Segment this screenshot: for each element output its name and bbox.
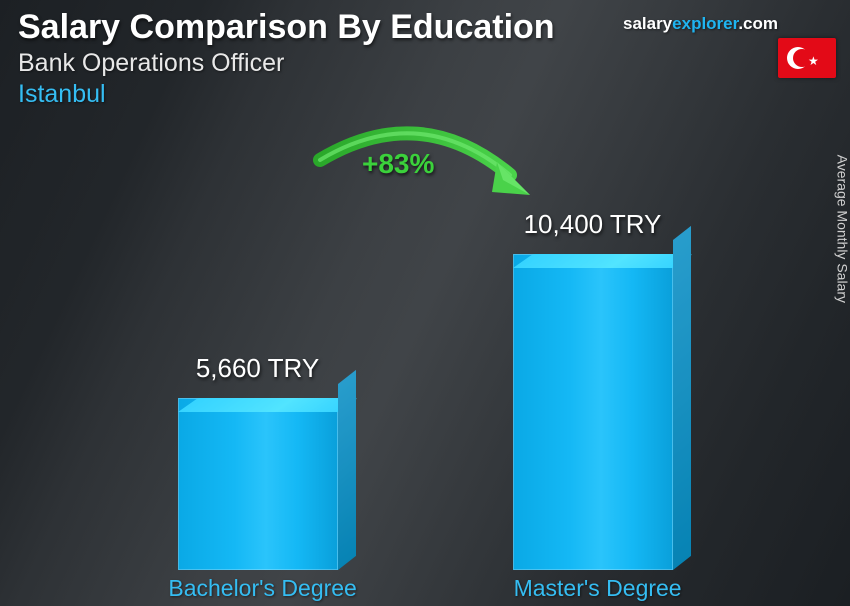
- country-flag-turkey: ★: [778, 38, 836, 78]
- bar-group-bachelors: 5,660 TRY: [178, 353, 338, 570]
- category-label: Master's Degree: [514, 575, 682, 602]
- x-axis-labels: Bachelor's Degree Master's Degree: [90, 575, 760, 602]
- bar-value-label: 5,660 TRY: [196, 353, 319, 384]
- bar-group-masters: 10,400 TRY: [513, 209, 673, 570]
- site-suffix: .com: [738, 14, 778, 33]
- site-prefix: salary: [623, 14, 672, 33]
- job-title: Bank Operations Officer: [18, 49, 555, 78]
- site-brand: salaryexplorer.com: [623, 14, 778, 34]
- bar-masters: [513, 254, 673, 570]
- category-label: Bachelor's Degree: [168, 575, 357, 602]
- location: Istanbul: [18, 80, 555, 109]
- bar-value-label: 10,400 TRY: [524, 209, 662, 240]
- salary-bar-chart: 5,660 TRY 10,400 TRY: [90, 150, 760, 570]
- page-title: Salary Comparison By Education: [18, 8, 555, 47]
- bar-bachelors: [178, 398, 338, 570]
- header: Salary Comparison By Education Bank Oper…: [18, 8, 555, 109]
- crescent-icon: [787, 47, 809, 69]
- star-icon: ★: [808, 54, 819, 68]
- site-mid: explorer: [672, 14, 738, 33]
- y-axis-label: Average Monthly Salary: [834, 155, 850, 303]
